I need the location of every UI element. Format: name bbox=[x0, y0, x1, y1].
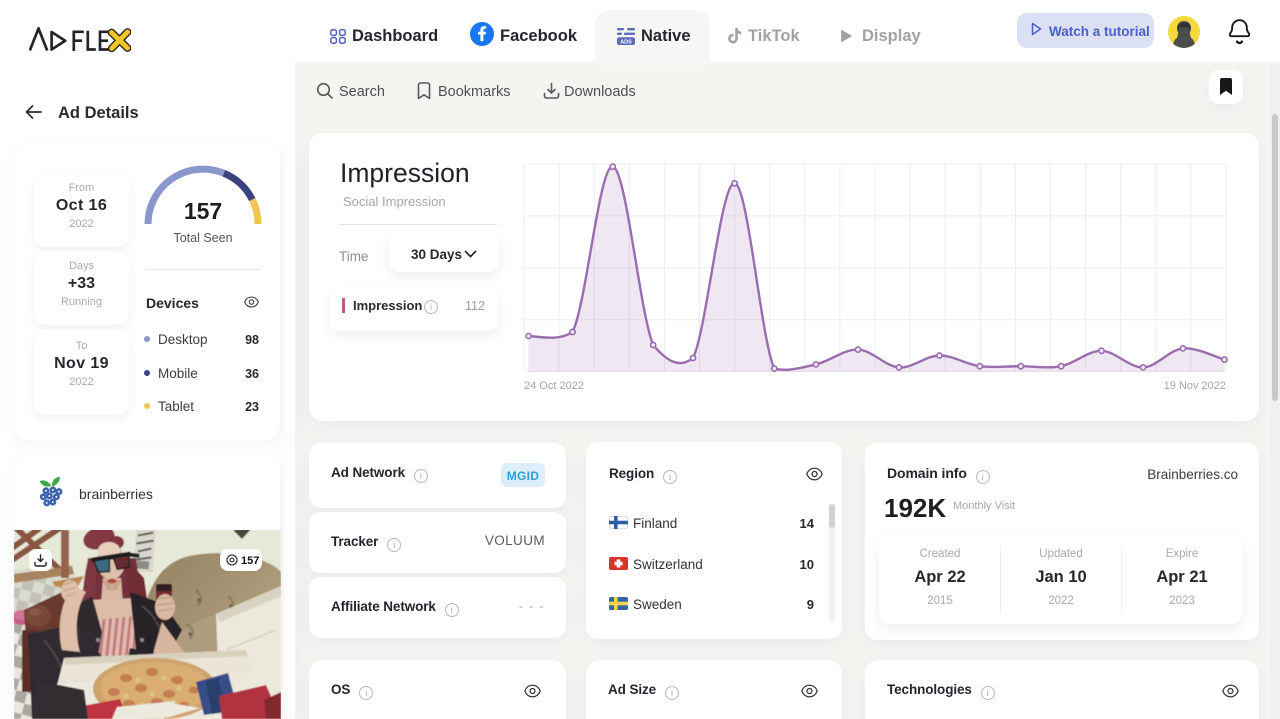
svg-text:ADS: ADS bbox=[620, 39, 632, 45]
